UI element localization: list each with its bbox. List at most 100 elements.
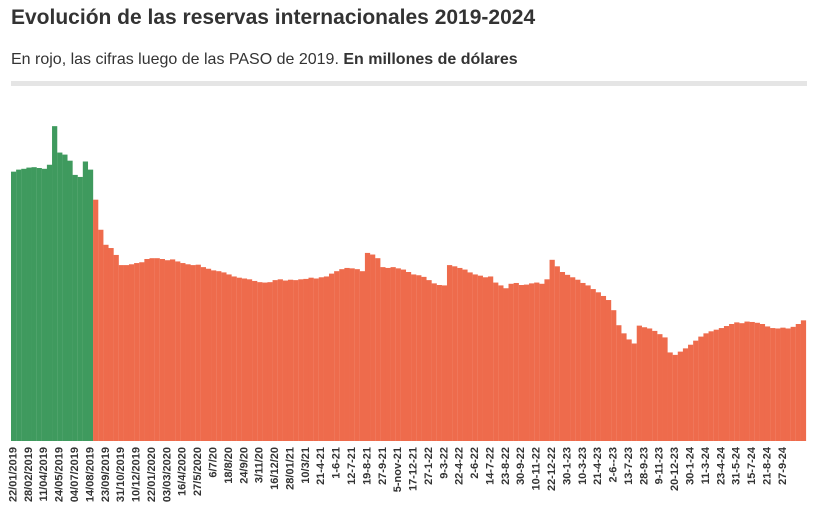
x-tick-label: 16/12/20	[269, 447, 281, 490]
bar	[82, 161, 89, 441]
bar	[421, 276, 427, 441]
x-tick-label: 18/8/20	[223, 447, 235, 484]
bar	[170, 259, 176, 441]
bar	[108, 248, 114, 441]
x-tick-label: 28/02/2019	[23, 447, 35, 502]
bar	[672, 354, 678, 441]
bar	[211, 270, 217, 441]
bar	[785, 328, 791, 441]
bar	[590, 289, 596, 441]
x-tick-label: 31/10/2019	[115, 447, 127, 502]
bar	[534, 282, 540, 441]
bar	[667, 352, 673, 441]
bar	[452, 266, 458, 441]
bar	[616, 325, 622, 441]
bar	[77, 176, 83, 441]
bar	[790, 326, 796, 441]
x-tick-label: 21-4-21	[315, 447, 327, 485]
x-tick-label: 21-8-24	[761, 446, 773, 485]
bar	[282, 280, 289, 441]
bar	[344, 267, 350, 441]
bar	[682, 348, 689, 441]
bar	[262, 282, 268, 441]
bar	[323, 276, 330, 441]
bar	[257, 282, 263, 441]
bar	[631, 343, 637, 441]
bar	[36, 168, 42, 441]
bar	[11, 171, 17, 441]
bar	[688, 344, 694, 441]
x-tick-label: 03/03/2020	[161, 447, 173, 502]
bar	[462, 269, 468, 441]
bar	[370, 254, 376, 441]
bar	[754, 322, 760, 441]
bar	[62, 154, 68, 441]
bar	[231, 276, 237, 441]
bar	[216, 271, 222, 441]
bar	[180, 263, 186, 441]
bar	[482, 277, 489, 441]
bar	[139, 262, 145, 441]
bar	[611, 310, 617, 441]
bar	[749, 321, 755, 441]
x-tick-label: 10-3-23	[577, 447, 589, 485]
x-tick-label: 28/01/21	[284, 447, 296, 490]
x-tick-label: 24/05/2019	[54, 447, 66, 502]
bar	[677, 351, 684, 441]
bar	[134, 263, 140, 441]
bar	[236, 277, 242, 441]
bar	[67, 160, 73, 441]
bar	[52, 126, 58, 441]
bar	[354, 269, 360, 441]
bar	[718, 328, 725, 441]
bar	[477, 275, 483, 441]
bar	[93, 199, 99, 441]
bar	[349, 268, 355, 441]
bar	[559, 272, 566, 441]
bar	[190, 265, 196, 441]
bar	[698, 336, 704, 441]
bar	[529, 283, 535, 441]
bar	[113, 254, 119, 441]
bar	[723, 326, 730, 441]
bar	[703, 333, 709, 441]
bar	[390, 267, 396, 441]
x-tick-label: 30-1-24	[685, 446, 697, 485]
bar	[764, 326, 771, 441]
bar	[185, 264, 191, 441]
bar	[241, 278, 248, 441]
x-tick-label: 27/5/2020	[192, 447, 204, 496]
bar	[128, 264, 135, 441]
x-tick-label: 24/9/20	[238, 447, 250, 484]
bar	[426, 280, 432, 441]
x-tick-label: 04/07/2019	[69, 447, 81, 502]
x-tick-label: 10/3/21	[300, 447, 312, 484]
bar	[303, 278, 309, 441]
x-tick-label: 22/01/2019	[7, 447, 19, 502]
bar	[318, 277, 324, 441]
bar	[395, 268, 401, 441]
x-tick-label: 1-6-21	[331, 447, 343, 479]
bar	[287, 279, 294, 441]
bar	[575, 279, 581, 441]
bar	[457, 267, 463, 441]
bar	[647, 328, 653, 441]
bar	[605, 300, 612, 441]
bar	[626, 339, 632, 441]
x-tick-label: 11/04/2019	[38, 447, 50, 501]
bar	[564, 274, 571, 441]
bar	[729, 324, 735, 441]
bar	[621, 333, 627, 441]
x-tick-label: 14/08/2019	[84, 447, 96, 502]
bar	[446, 265, 453, 441]
bar	[780, 327, 786, 441]
x-tick-label: 28-9-23	[638, 447, 650, 485]
bar	[570, 277, 576, 441]
bar	[734, 322, 740, 441]
bar	[149, 258, 155, 441]
subtitle: En rojo, las cifras luego de las PASO de…	[11, 51, 339, 68]
bar	[364, 252, 371, 441]
bar	[498, 285, 504, 441]
bar	[87, 169, 94, 441]
